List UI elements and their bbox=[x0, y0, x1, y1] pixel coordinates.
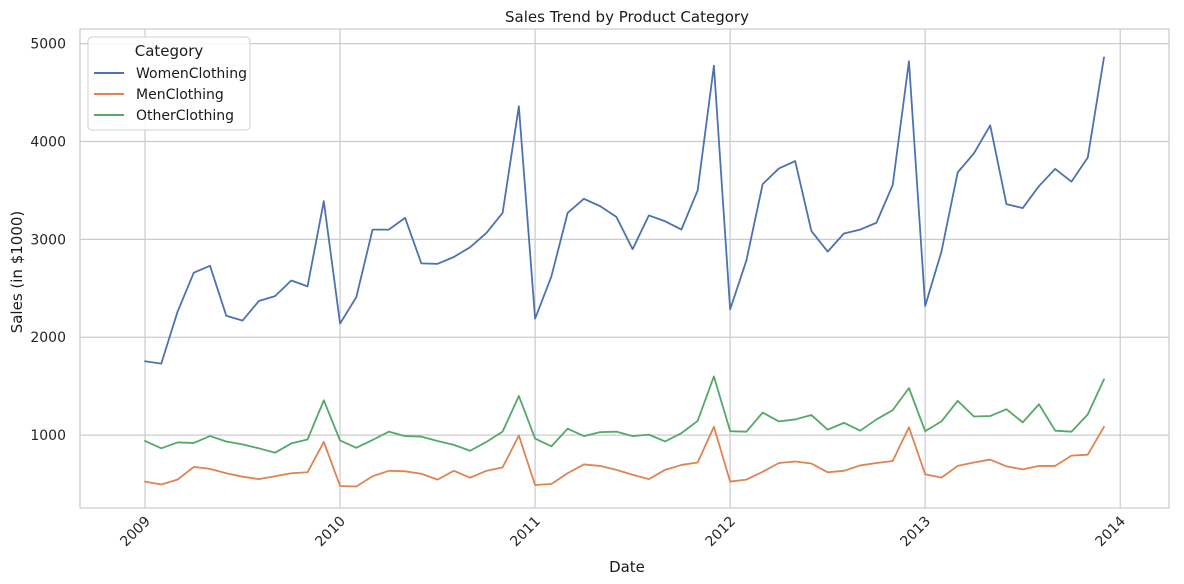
series-line-womenclothing bbox=[144, 56, 1105, 365]
legend-label: WomenClothing bbox=[136, 66, 247, 82]
plot-frame bbox=[79, 28, 1170, 509]
y-tick-label: 3000 bbox=[30, 232, 66, 248]
grid bbox=[80, 29, 1169, 508]
y-axis-ticks: 1000 2000 3000 4000 5000 bbox=[30, 37, 66, 444]
legend-label: OtherClothing bbox=[136, 108, 234, 124]
series-group bbox=[144, 56, 1105, 488]
legend-box bbox=[87, 36, 251, 131]
y-tick-label: 1000 bbox=[30, 428, 66, 444]
legend-items: WomenClothing MenClothing OtherClothing bbox=[94, 66, 247, 124]
legend-label: MenClothing bbox=[136, 87, 224, 103]
series-line-menclothing bbox=[144, 425, 1105, 488]
y-axis-label: Sales (in $1000) bbox=[8, 211, 26, 334]
legend: Category WomenClothing MenClothing OtherCl… bbox=[87, 36, 251, 131]
y-tick-label: 4000 bbox=[30, 135, 66, 151]
series-line-otherclothing bbox=[144, 375, 1105, 454]
x-axis-label: Date bbox=[609, 558, 645, 576]
y-tick-label: 5000 bbox=[30, 37, 66, 53]
chart-title: Sales Trend by Product Category bbox=[505, 8, 749, 26]
y-tick-label: 2000 bbox=[30, 330, 66, 346]
legend-title: Category bbox=[135, 42, 204, 60]
